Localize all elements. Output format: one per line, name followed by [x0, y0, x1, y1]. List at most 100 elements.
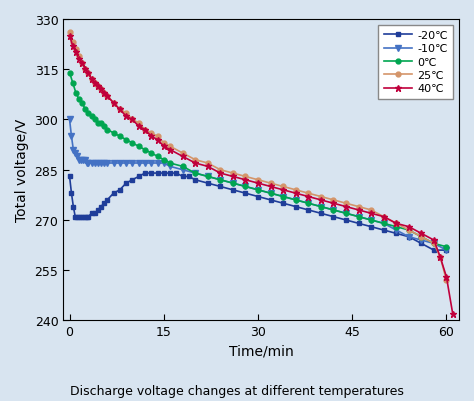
0℃: [444, 245, 449, 249]
-10℃: [180, 168, 185, 173]
-10℃: [71, 148, 76, 153]
-10℃: [343, 211, 349, 216]
-10℃: [406, 235, 411, 239]
-20℃: [419, 241, 424, 246]
0℃: [161, 158, 167, 163]
-10℃: [136, 161, 142, 166]
0℃: [79, 101, 85, 106]
25℃: [318, 194, 324, 199]
25℃: [161, 141, 167, 146]
40℃: [381, 215, 386, 219]
40℃: [89, 78, 94, 83]
0℃: [255, 188, 261, 193]
40℃: [205, 164, 210, 169]
-10℃: [305, 201, 311, 206]
-10℃: [155, 161, 160, 166]
0℃: [148, 151, 154, 156]
-20℃: [101, 201, 107, 206]
-20℃: [67, 174, 73, 179]
25℃: [255, 178, 261, 183]
-10℃: [280, 194, 286, 199]
-10℃: [161, 161, 167, 166]
0℃: [92, 118, 98, 123]
0℃: [393, 225, 399, 229]
Text: Discharge voltage changes at different temperatures: Discharge voltage changes at different t…: [70, 384, 404, 397]
40℃: [79, 61, 85, 66]
-10℃: [192, 171, 198, 176]
-10℃: [167, 164, 173, 169]
0℃: [180, 164, 185, 169]
X-axis label: Time/min: Time/min: [229, 344, 293, 358]
-10℃: [89, 161, 94, 166]
40℃: [101, 91, 107, 96]
-10℃: [431, 241, 437, 246]
40℃: [230, 174, 236, 179]
0℃: [129, 141, 135, 146]
25℃: [104, 94, 110, 99]
-20℃: [280, 201, 286, 206]
25℃: [180, 151, 185, 156]
25℃: [98, 88, 104, 93]
40℃: [406, 225, 411, 229]
0℃: [230, 181, 236, 186]
0℃: [101, 124, 107, 129]
25℃: [293, 188, 299, 193]
-20℃: [104, 198, 110, 203]
40℃: [393, 221, 399, 226]
0℃: [305, 201, 311, 206]
40℃: [123, 114, 129, 119]
-10℃: [205, 174, 210, 179]
25℃: [148, 131, 154, 136]
25℃: [155, 134, 160, 139]
-20℃: [142, 171, 148, 176]
25℃: [368, 208, 374, 213]
0℃: [167, 161, 173, 166]
-10℃: [243, 184, 248, 189]
40℃: [180, 154, 185, 159]
0℃: [406, 228, 411, 233]
40℃: [76, 58, 82, 63]
25℃: [305, 191, 311, 196]
0℃: [318, 205, 324, 209]
25℃: [92, 81, 98, 86]
-10℃: [148, 161, 154, 166]
0℃: [356, 215, 361, 219]
-10℃: [73, 151, 78, 156]
40℃: [129, 118, 135, 123]
25℃: [67, 31, 73, 36]
0℃: [343, 211, 349, 216]
0℃: [419, 235, 424, 239]
40℃: [305, 194, 311, 199]
25℃: [73, 48, 79, 53]
0℃: [73, 91, 79, 96]
-10℃: [74, 154, 80, 159]
-10℃: [330, 208, 336, 213]
40℃: [438, 255, 443, 259]
-10℃: [76, 158, 82, 163]
-10℃: [255, 188, 261, 193]
40℃: [95, 84, 100, 89]
0℃: [330, 208, 336, 213]
0℃: [76, 98, 82, 103]
40℃: [444, 275, 449, 279]
-10℃: [123, 161, 129, 166]
-20℃: [431, 248, 437, 253]
-20℃: [444, 248, 449, 253]
0℃: [142, 148, 148, 153]
40℃: [431, 238, 437, 243]
0℃: [111, 131, 117, 136]
-10℃: [111, 161, 117, 166]
-10℃: [92, 161, 98, 166]
Legend: -20℃, -10℃, 0℃, 25℃, 40℃: -20℃, -10℃, 0℃, 25℃, 40℃: [378, 26, 454, 100]
40℃: [82, 68, 88, 73]
25℃: [243, 174, 248, 179]
-10℃: [80, 158, 86, 163]
40℃: [318, 198, 324, 203]
25℃: [70, 41, 75, 46]
0℃: [155, 154, 160, 159]
0℃: [86, 111, 91, 116]
-10℃: [293, 198, 299, 203]
0℃: [98, 121, 104, 126]
25℃: [111, 101, 117, 106]
-10℃: [82, 158, 88, 163]
